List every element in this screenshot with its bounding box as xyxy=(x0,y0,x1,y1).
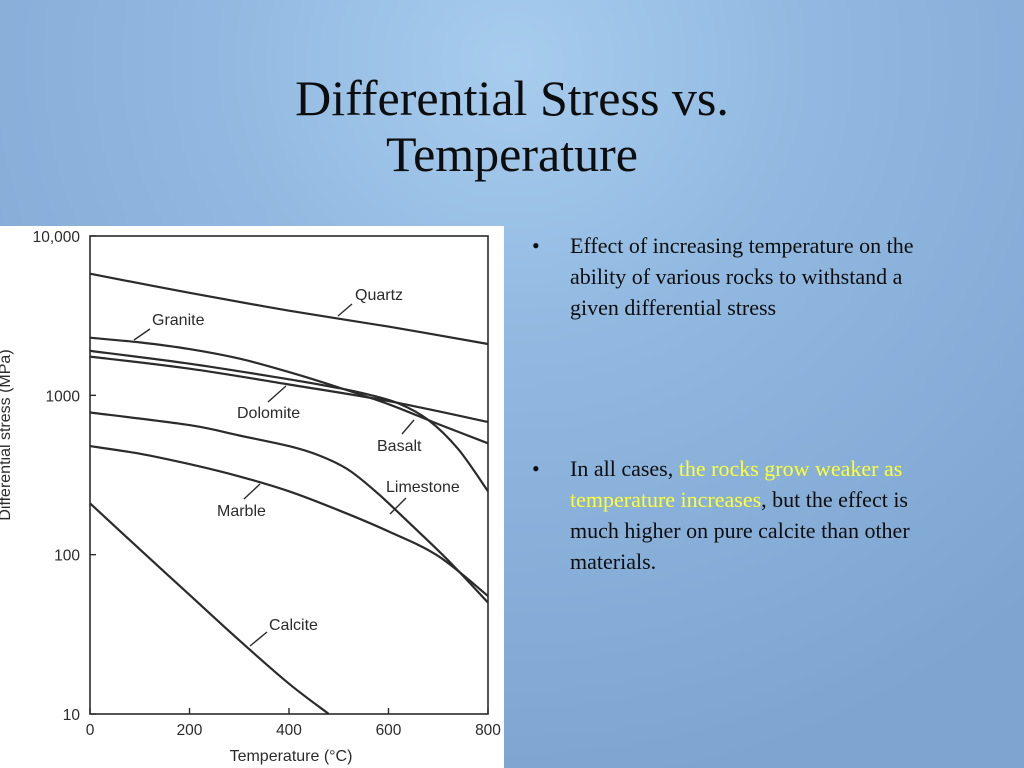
slide-title-line-2: Temperature xyxy=(386,126,638,182)
bullet-marker: • xyxy=(532,233,540,258)
plot-frame xyxy=(89,235,489,715)
series-label-marble: Marble xyxy=(217,503,266,520)
x-tick-label: 600 xyxy=(376,722,402,739)
series-label-granite: Granite xyxy=(152,312,205,329)
bullet-item: • Effect of increasing temperature on th… xyxy=(532,230,952,323)
chart-panel: 0 200 400 600 800 10 100 1000 10,000 Temperature … xyxy=(0,226,504,768)
bullet-text: Effect of increasing temperature on the … xyxy=(570,233,914,320)
x-tick-label: 800 xyxy=(475,722,501,739)
series-line-marble xyxy=(89,445,489,597)
bullet-highlight-text: the rocks grow weaker as temperature inc… xyxy=(570,456,903,512)
series-line-basalt xyxy=(89,349,489,492)
annotation-leader-marble xyxy=(243,483,261,500)
y-axis-label: Differential stress (MPa) xyxy=(0,349,14,520)
x-axis-label: Temperature (°C) xyxy=(230,748,353,765)
y-tick-label: 1000 xyxy=(46,388,81,405)
stress-temperature-chart: 0 200 400 600 800 10 100 1000 10,000 Temperature … xyxy=(0,229,501,765)
y-tick-label: 100 xyxy=(54,548,80,565)
bullet-marker: • xyxy=(532,456,540,481)
series-line-calcite xyxy=(89,502,330,715)
series-label-quartz: Quartz xyxy=(355,287,403,304)
y-tick-label: 10,000 xyxy=(33,229,81,246)
series-label-dolomite: Dolomite xyxy=(237,405,300,422)
series-line-limestone xyxy=(89,411,489,604)
annotation-leader-basalt xyxy=(401,419,415,435)
series-label-limestone: Limestone xyxy=(386,479,460,496)
annotation-leader-limestone xyxy=(389,497,407,515)
slide-title: Differential Stress vs. Temperature xyxy=(0,70,1024,182)
x-tick-label: 200 xyxy=(177,722,203,739)
series-label-basalt: Basalt xyxy=(377,438,422,455)
x-tick-label: 400 xyxy=(276,722,302,739)
slide-title-line-1: Differential Stress vs. xyxy=(295,70,729,126)
bullet-text-after: , but the effect is much higher on pure … xyxy=(570,487,910,574)
bullet-list: • Effect of increasing temperature on th… xyxy=(532,230,952,577)
x-tick-label: 0 xyxy=(86,722,95,739)
annotation-leader-granite xyxy=(133,328,151,341)
series-line-quartz xyxy=(89,272,489,346)
annotation-leader-dolomite xyxy=(267,385,287,403)
annotation-leader-quartz xyxy=(337,303,353,317)
series-line-dolomite xyxy=(89,355,489,424)
series-label-calcite: Calcite xyxy=(269,617,318,634)
bullet-item: • In all cases, the rocks grow weaker as… xyxy=(532,453,952,577)
y-tick-label: 10 xyxy=(63,707,81,724)
bullet-text-before: In all cases, xyxy=(570,456,679,481)
annotation-leader-calcite xyxy=(249,631,268,647)
series-line-granite xyxy=(89,336,489,445)
